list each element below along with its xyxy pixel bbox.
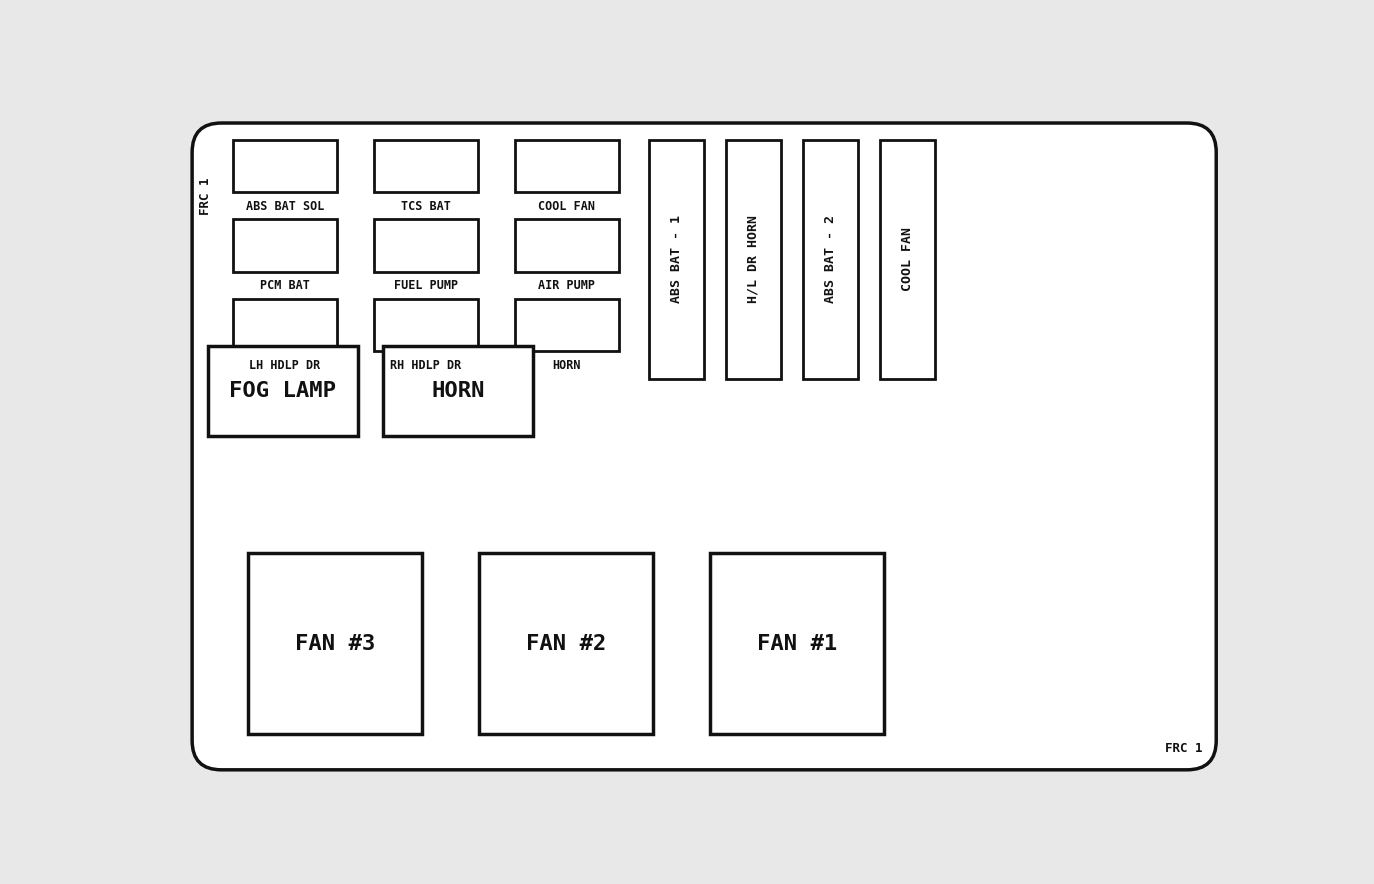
Text: FRC 1: FRC 1: [1165, 742, 1202, 755]
Bar: [374, 140, 478, 193]
Text: RH HDLP DR: RH HDLP DR: [390, 359, 462, 371]
Bar: [383, 346, 533, 437]
Text: ABS BAT - 2: ABS BAT - 2: [824, 216, 837, 303]
Text: FAN #2: FAN #2: [526, 634, 606, 654]
Text: COOL FAN: COOL FAN: [539, 200, 595, 213]
Bar: [234, 299, 337, 351]
Bar: [234, 219, 337, 271]
Text: FAN #3: FAN #3: [295, 634, 375, 654]
Bar: [879, 140, 936, 378]
Bar: [802, 140, 859, 378]
Bar: [480, 553, 653, 735]
Text: FOG LAMP: FOG LAMP: [229, 381, 337, 401]
Bar: [515, 140, 618, 193]
Text: COOL FAN: COOL FAN: [901, 227, 914, 292]
Bar: [649, 140, 703, 378]
Text: HORN: HORN: [552, 359, 581, 371]
Text: FRC 1: FRC 1: [199, 178, 213, 215]
Bar: [515, 219, 618, 271]
Bar: [249, 553, 422, 735]
Text: ABS BAT - 1: ABS BAT - 1: [671, 216, 683, 303]
Bar: [374, 219, 478, 271]
Text: FAN #1: FAN #1: [757, 634, 837, 654]
Bar: [207, 346, 357, 437]
Bar: [725, 140, 782, 378]
Text: PCM BAT: PCM BAT: [260, 279, 311, 293]
FancyBboxPatch shape: [192, 123, 1216, 770]
Text: TCS BAT: TCS BAT: [401, 200, 451, 213]
Text: ABS BAT SOL: ABS BAT SOL: [246, 200, 324, 213]
Bar: [515, 299, 618, 351]
Bar: [374, 299, 478, 351]
Text: FUEL PUMP: FUEL PUMP: [394, 279, 458, 293]
Text: H/L DR HORN: H/L DR HORN: [747, 216, 760, 303]
Bar: [234, 140, 337, 193]
Text: HORN: HORN: [431, 381, 485, 401]
Bar: [710, 553, 883, 735]
Text: AIR PUMP: AIR PUMP: [539, 279, 595, 293]
Text: LH HDLP DR: LH HDLP DR: [249, 359, 320, 371]
